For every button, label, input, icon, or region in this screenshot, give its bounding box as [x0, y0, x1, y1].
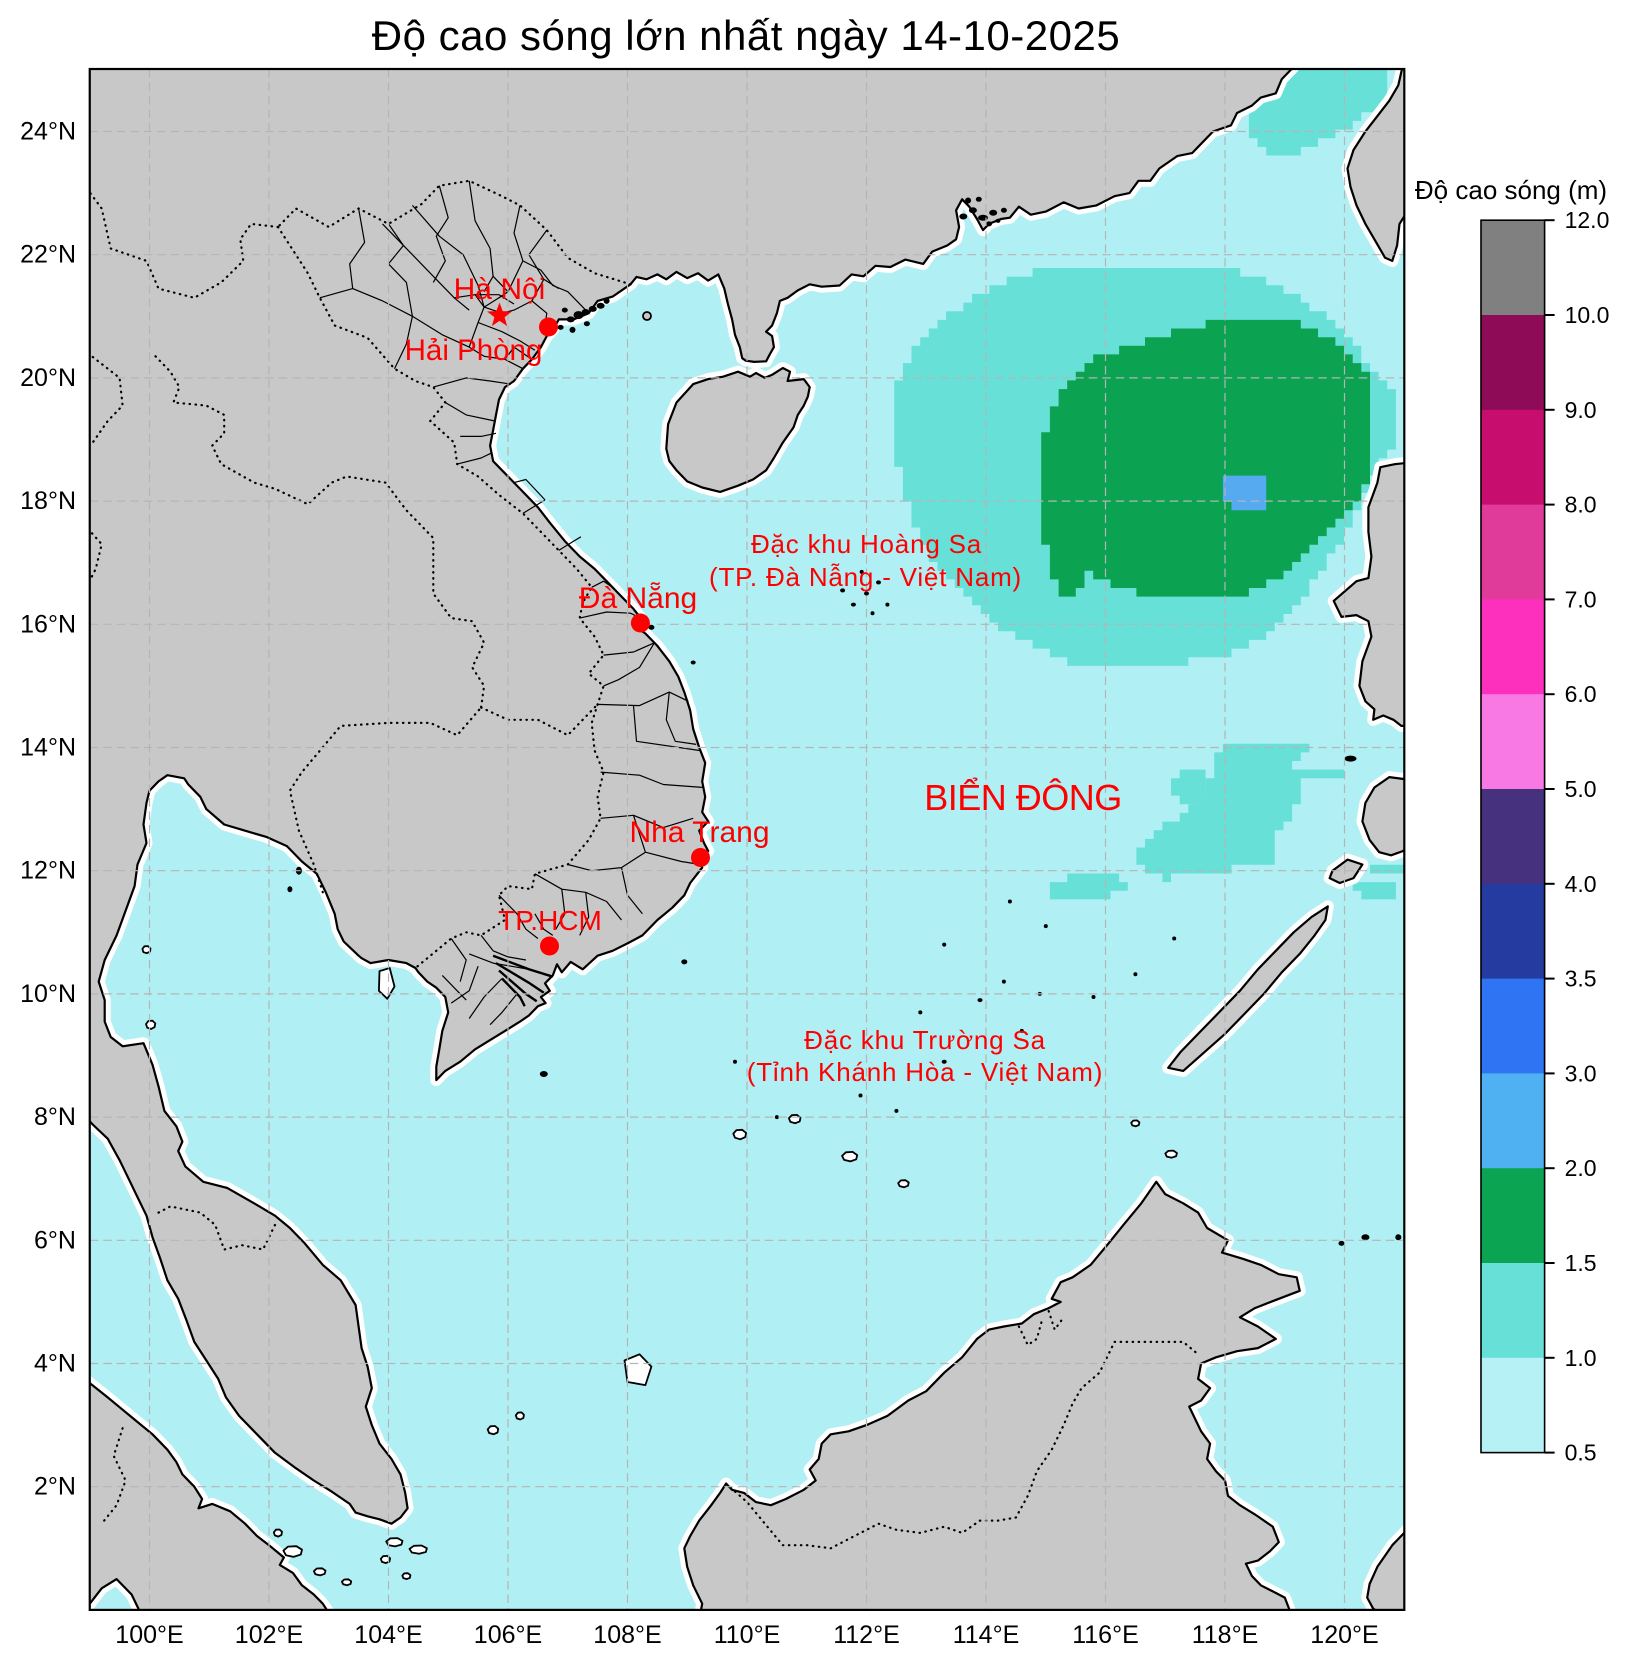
svg-text:1.5: 1.5 [1565, 1250, 1597, 1276]
svg-text:118°E: 118°E [1192, 1621, 1259, 1649]
svg-text:Hải Phòng: Hải Phòng [405, 334, 543, 367]
svg-text:14°N: 14°N [20, 734, 76, 762]
svg-text:12°N: 12°N [20, 857, 76, 885]
svg-text:24°N: 24°N [20, 118, 76, 146]
svg-text:4°N: 4°N [34, 1350, 76, 1378]
svg-text:Đặc khu Hoàng Sa: Đặc khu Hoàng Sa [751, 529, 982, 559]
svg-text:12.0: 12.0 [1565, 207, 1610, 233]
svg-text:16°N: 16°N [20, 610, 76, 638]
svg-text:102°E: 102°E [235, 1621, 303, 1649]
svg-text:8.0: 8.0 [1565, 492, 1597, 518]
svg-text:9.0: 9.0 [1565, 397, 1597, 423]
svg-text:8°N: 8°N [34, 1103, 76, 1131]
svg-text:Nha Trang: Nha Trang [629, 816, 769, 849]
svg-text:Hà Nội: Hà Nội [454, 273, 546, 306]
svg-text:104°E: 104°E [354, 1621, 422, 1649]
svg-text:6°N: 6°N [34, 1226, 76, 1254]
svg-text:112°E: 112°E [833, 1621, 900, 1649]
svg-text:22°N: 22°N [20, 241, 76, 269]
svg-text:108°E: 108°E [593, 1621, 661, 1649]
svg-text:114°E: 114°E [953, 1621, 1020, 1649]
svg-text:2°N: 2°N [34, 1473, 76, 1501]
svg-text:10.0: 10.0 [1565, 302, 1610, 328]
svg-text:2.0: 2.0 [1565, 1155, 1597, 1181]
svg-text:10°N: 10°N [20, 980, 76, 1008]
svg-text:BIỂN ĐÔNG: BIỂN ĐÔNG [924, 776, 1122, 818]
svg-text:120°E: 120°E [1310, 1621, 1378, 1649]
svg-text:Độ cao sóng (m): Độ cao sóng (m) [1415, 175, 1607, 205]
svg-text:3.0: 3.0 [1565, 1060, 1597, 1086]
svg-text:7.0: 7.0 [1565, 586, 1597, 612]
svg-text:TP.HCM: TP.HCM [498, 905, 602, 936]
svg-text:0.5: 0.5 [1565, 1440, 1597, 1466]
svg-text:6.0: 6.0 [1565, 681, 1597, 707]
svg-text:18°N: 18°N [20, 487, 76, 515]
svg-text:Đà Nẵng: Đà Nẵng [579, 582, 697, 615]
svg-text:116°E: 116°E [1072, 1621, 1139, 1649]
svg-text:4.0: 4.0 [1565, 871, 1597, 897]
svg-text:(TP. Đà Nẫng - Việt Nam): (TP. Đà Nẫng - Việt Nam) [709, 562, 1022, 592]
svg-text:20°N: 20°N [20, 364, 76, 392]
svg-text:110°E: 110°E [714, 1621, 781, 1649]
svg-text:1.0: 1.0 [1565, 1345, 1597, 1371]
svg-text:5.0: 5.0 [1565, 776, 1597, 802]
svg-text:100°E: 100°E [115, 1621, 183, 1649]
svg-text:Độ cao sóng lớn nhất ngày 14-1: Độ cao sóng lớn nhất ngày 14-10-2025 [372, 12, 1120, 59]
svg-text:106°E: 106°E [474, 1621, 542, 1649]
svg-text:(Tỉnh Khánh Hòa - Việt Nam): (Tỉnh Khánh Hòa - Việt Nam) [747, 1057, 1103, 1087]
svg-text:Đặc khu Trường Sa: Đặc khu Trường Sa [804, 1025, 1046, 1055]
svg-text:3.5: 3.5 [1565, 966, 1597, 992]
